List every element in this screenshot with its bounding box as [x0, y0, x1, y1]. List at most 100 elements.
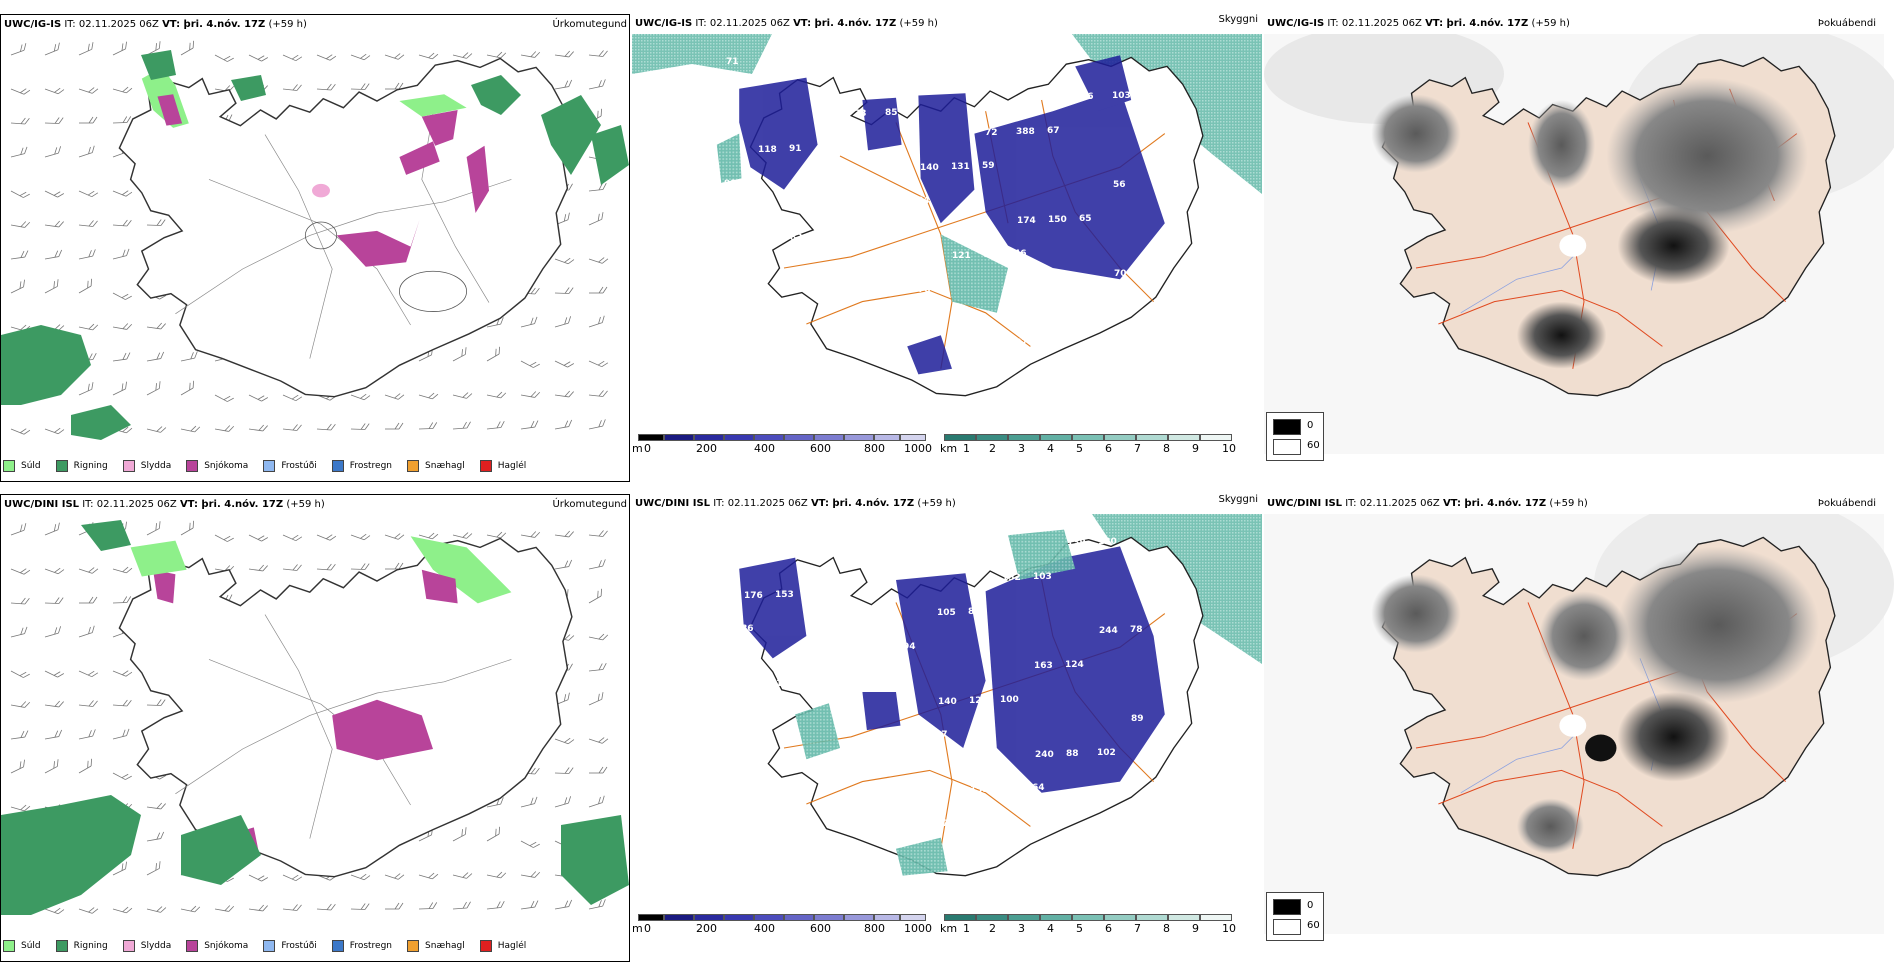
cloud-height-label: 72: [985, 128, 998, 138]
precip-legend: Súld Rigning Slydda Snjókoma Frostúði Fr…: [3, 457, 541, 475]
legend-item: Frostregn: [332, 460, 392, 472]
cloud-height-label: 323: [839, 766, 858, 776]
cloud-height-label: 91: [789, 144, 802, 154]
cloud-height-label: 92: [886, 197, 899, 207]
cloud-height-label: 317: [872, 643, 891, 653]
scale-unit-km: km: [940, 442, 957, 455]
cloud-height-label: 89: [968, 607, 981, 617]
cloud-height-label: 82: [790, 233, 803, 243]
fog-panel-bottom: UWC/DINI ISL IT: 02.11.2025 06Z VT: þri.…: [1264, 494, 1894, 962]
panel-title: Úrkomutegund: [552, 499, 627, 510]
init-time: IT: 02.11.2025 06Z: [695, 18, 790, 29]
panel-header: UWC/IG-IS IT: 02.11.2025 06Z VT: þri. 4.…: [632, 18, 1262, 34]
legend-item: Slydda: [123, 940, 171, 952]
init-time: IT: 02.11.2025 06Z: [713, 498, 808, 509]
cloud-height-label: 84: [873, 732, 886, 742]
cloud-base-panel-bottom: UWC/DINI ISL IT: 02.11.2025 06Z VT: þri.…: [632, 494, 1262, 962]
cloud-height-label: 59: [982, 161, 995, 171]
cloud-height-label: 137: [776, 679, 795, 689]
cloud-height-label: 109: [1001, 784, 1020, 794]
cloud-height-label: 153: [970, 785, 989, 795]
cloud-height-label: 100: [807, 678, 826, 688]
cloud-height-label: 97: [936, 819, 949, 829]
cloud-height-label: 87: [935, 730, 948, 740]
lead-time: (+59 h): [268, 19, 306, 30]
cloud-height-label: 61: [871, 554, 884, 564]
model-name: UWC/DINI ISL: [635, 498, 710, 509]
cloud-height-label: 152: [820, 143, 839, 153]
cloud-height-label: 124: [1065, 660, 1084, 670]
cloud-height-label: 76: [1081, 92, 1094, 102]
cloud-height-label: 83: [887, 286, 900, 296]
valid-time: VT: þri. 4.nóv. 17Z: [793, 18, 896, 29]
cloud-height-label: 77: [821, 232, 834, 242]
cloud-height-label: 128: [757, 356, 776, 366]
legend-item: Rigning: [56, 940, 108, 952]
panel-title: Þokuábendi: [1818, 18, 1876, 29]
panel-title: Skyggni: [1218, 14, 1258, 25]
cloud-map: 4215284464362855965905776679177786710391…: [632, 34, 1262, 444]
cloud-height-label: 118: [758, 145, 777, 155]
cloud-height-label: 85: [983, 250, 996, 260]
fog-map: [1264, 514, 1894, 934]
legend-item: Haglél: [480, 940, 527, 952]
cloud-height-label: 95: [742, 713, 755, 723]
cloud-height-label: 139: [1067, 538, 1086, 548]
cloud-height-label: 152: [1002, 573, 1021, 583]
model-name: UWC/IG-IS: [4, 19, 61, 30]
cloud-height-label: 242: [725, 268, 744, 278]
precip-map: [1, 515, 629, 925]
cloud-height-label: 100: [1000, 695, 1019, 705]
valid-time: VT: þri. 4.nóv. 17Z: [162, 19, 265, 30]
cloud-height-label: 76: [950, 73, 963, 83]
valid-time: VT: þri. 4.nóv. 17Z: [1425, 18, 1528, 29]
cloud-height-label: 68: [823, 110, 836, 120]
legend-item: Frostúði: [263, 460, 316, 472]
panel-title: Þokuábendi: [1818, 498, 1876, 509]
cloud-height-label: 94: [903, 642, 916, 652]
cloud-height-label: 89: [1131, 714, 1144, 724]
panel-header: UWC/DINI ISL IT: 02.11.2025 06Z VT: þri.…: [1264, 498, 1894, 514]
cloud-height-label: 72: [774, 801, 787, 811]
cloud-height-label: 176: [744, 591, 763, 601]
model-name: UWC/DINI ISL: [1267, 498, 1342, 509]
cloud-height-label: 105: [937, 608, 956, 618]
cloud-height-label: 86: [741, 624, 754, 634]
scale-unit-m: m: [632, 442, 643, 455]
cloud-height-label: 153: [775, 590, 794, 600]
cloud-height-label: 84: [917, 196, 930, 206]
cloud-height-label: 121: [952, 251, 971, 261]
cloud-height-label: 71: [726, 57, 739, 67]
cloud-height-label: 78: [918, 285, 931, 295]
panel-header: UWC/IG-IS IT: 02.11.2025 06Z VT: þri. 4.…: [1264, 18, 1894, 34]
cloud-height-label: 236: [919, 74, 938, 84]
cloud-height-label: 69: [1129, 836, 1142, 846]
cloud-height-label: 150: [1048, 215, 1067, 225]
cloud-height-label: 86: [1049, 304, 1062, 314]
lead-time: (+59 h): [286, 499, 324, 510]
cloud-height-label: 70: [808, 767, 821, 777]
legend-item: Snæhagl: [407, 460, 465, 472]
lead-time: (+59 h): [1531, 18, 1569, 29]
cloud-base-panel-top: UWC/IG-IS IT: 02.11.2025 06Z VT: þri. 4.…: [632, 14, 1262, 482]
cloud-height-label: 91: [724, 179, 737, 189]
cloud-height-label: 93: [904, 731, 917, 741]
model-name: UWC/DINI ISL: [4, 499, 79, 510]
cloud-height-label: 240: [1035, 750, 1054, 760]
color-scale: m 0 200 400 600 800 1000 km 1 2 3 4 5 6 …: [632, 914, 1262, 954]
cloud-height-label: 882: [712, 803, 731, 813]
model-name: UWC/IG-IS: [1267, 18, 1324, 29]
cloud-height-label: 388: [1016, 127, 1035, 137]
panel-header: UWC/DINI ISL IT: 02.11.2025 06Z VT: þri.…: [632, 498, 1262, 514]
precip-legend: Súld Rigning Slydda Snjókoma Frostúði Fr…: [3, 937, 541, 955]
cloud-height-label: 102: [1097, 748, 1116, 758]
fog-legend: 0 60: [1266, 892, 1324, 941]
color-scale: m 0 200 400 600 800 1000 km 1 2 3 4 5 6 …: [632, 434, 1262, 474]
cloud-height-label: 85: [885, 108, 898, 118]
cloud-height-label: 140: [938, 697, 957, 707]
cloud-height-label: 78: [1130, 625, 1143, 635]
valid-time: VT: þri. 4.nóv. 17Z: [1443, 498, 1546, 509]
cloud-height-label: 79: [984, 339, 997, 349]
legend-item: Snjókoma: [186, 460, 248, 472]
cloud-height-label: 85: [838, 677, 851, 687]
